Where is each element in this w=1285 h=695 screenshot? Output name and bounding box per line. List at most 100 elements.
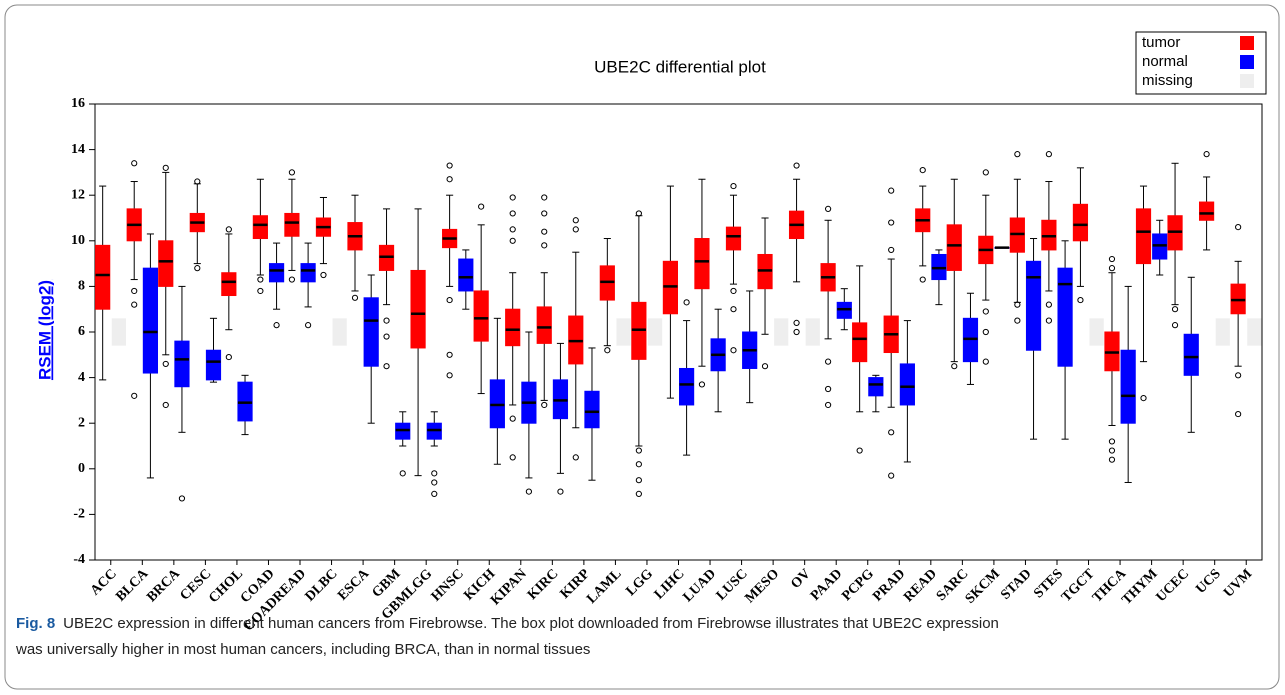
y-tick-label: 0 xyxy=(78,461,85,476)
frame xyxy=(4,4,1280,690)
x-tick-label: DLBC xyxy=(303,566,341,604)
box xyxy=(868,377,884,397)
outlier xyxy=(635,477,642,484)
outlier xyxy=(431,479,438,486)
legend-swatch xyxy=(1240,74,1254,88)
box xyxy=(1183,333,1199,376)
outlier xyxy=(1108,456,1116,463)
y-axis-label: RSEM (log2) xyxy=(35,280,54,380)
missing-box xyxy=(111,318,126,346)
outlier xyxy=(225,353,232,361)
outlier xyxy=(1045,151,1052,158)
box xyxy=(1120,349,1136,424)
legend-swatch xyxy=(1240,36,1254,50)
outlier xyxy=(288,169,296,176)
outlier xyxy=(982,308,989,315)
outlier xyxy=(431,470,438,477)
outlier xyxy=(541,210,548,217)
outlier xyxy=(698,381,706,388)
outlier xyxy=(761,363,769,370)
box xyxy=(1072,203,1089,242)
x-tick-label: ESCA xyxy=(335,566,373,604)
x-tick-label: CHOL xyxy=(206,566,246,606)
box xyxy=(252,215,268,240)
outlier xyxy=(793,319,800,326)
outlier xyxy=(1108,255,1116,263)
outlier xyxy=(383,333,390,340)
x-tick-label: SKCM xyxy=(963,566,1003,606)
outlier xyxy=(509,194,516,201)
outlier xyxy=(1077,296,1084,304)
legend-label: missing xyxy=(1142,72,1193,89)
box xyxy=(363,297,379,367)
outlier xyxy=(446,176,453,183)
outlier xyxy=(572,226,579,233)
outlier xyxy=(1108,447,1116,454)
outlier xyxy=(982,358,989,365)
outlier xyxy=(351,294,359,301)
missing-box xyxy=(1215,318,1230,346)
outlier xyxy=(541,194,548,201)
outlier xyxy=(446,372,453,379)
outlier xyxy=(257,287,264,295)
outlier xyxy=(825,358,832,365)
legend-label: normal xyxy=(1142,53,1188,70)
y-tick-label: -2 xyxy=(73,507,85,522)
box xyxy=(410,269,426,349)
x-tick-label: KIRC xyxy=(525,566,561,602)
outlier xyxy=(509,226,516,233)
outlier xyxy=(509,237,516,244)
outlier xyxy=(1171,322,1179,329)
y-tick-label: 16 xyxy=(71,96,85,111)
y-tick-label: 10 xyxy=(71,233,85,248)
box xyxy=(300,263,316,283)
outlier xyxy=(635,447,642,454)
missing-box xyxy=(647,318,663,346)
chart-title: UBE2C differential plot xyxy=(594,57,766,76)
outlier xyxy=(951,363,958,370)
outlier xyxy=(825,385,832,393)
legend-label: tumor xyxy=(1142,34,1180,51)
outlier xyxy=(541,242,548,249)
outlier xyxy=(856,447,863,454)
outlier xyxy=(825,401,832,409)
x-tick-label: BRCA xyxy=(144,566,183,605)
outlier xyxy=(257,276,264,283)
caption-label: Fig. 8 xyxy=(16,615,55,632)
outlier xyxy=(162,401,169,409)
y-tick-label: 2 xyxy=(78,415,85,430)
outlier xyxy=(1171,306,1179,313)
outlier xyxy=(635,490,642,497)
missing-box xyxy=(805,318,820,346)
outlier xyxy=(194,265,201,272)
outlier xyxy=(509,415,516,422)
outlier xyxy=(446,162,453,169)
outlier xyxy=(162,164,169,171)
outlier xyxy=(131,301,138,308)
outlier xyxy=(604,347,611,354)
outlier xyxy=(1014,317,1021,324)
box xyxy=(221,272,237,297)
missing-box xyxy=(1089,318,1104,346)
outlier xyxy=(888,219,895,226)
outlier xyxy=(1235,224,1242,231)
x-tick-label: TGCT xyxy=(1059,566,1098,605)
outlier xyxy=(320,271,327,279)
y-tick-label: -4 xyxy=(73,552,85,567)
outlier xyxy=(730,306,737,313)
x-tick-label: THYM xyxy=(1119,566,1160,607)
box xyxy=(584,390,600,429)
outlier xyxy=(635,210,642,217)
x-tick-label: PAAD xyxy=(808,566,845,603)
outlier xyxy=(825,205,832,212)
outlier xyxy=(1235,410,1242,418)
x-tick-label: UCEC xyxy=(1154,566,1193,605)
x-tick-label: BLCA xyxy=(113,566,152,605)
y-tick-label: 8 xyxy=(78,279,85,294)
outlier xyxy=(793,328,800,336)
missing-box xyxy=(332,318,347,346)
box xyxy=(1057,267,1073,367)
outlier xyxy=(431,490,438,497)
outlier xyxy=(888,429,895,436)
outlier xyxy=(383,363,390,370)
